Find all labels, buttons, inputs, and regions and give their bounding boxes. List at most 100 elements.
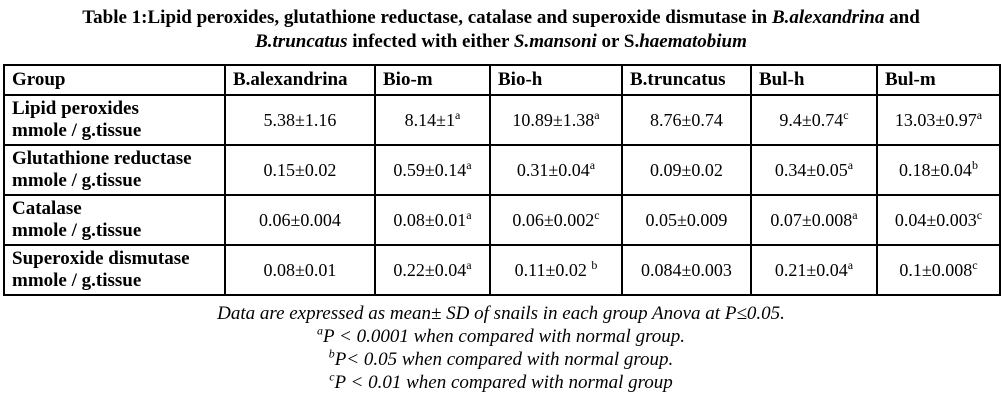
caption-text: infected with either: [347, 31, 514, 52]
mean-sd-value: 0.05±0.009: [645, 209, 728, 230]
row-label: Glutathione reductase mmole / g.tissue: [3, 144, 226, 196]
caption-species-italic: B.alexandrina: [771, 7, 885, 28]
footnote-anova: Data are expressed as mean± SD of snails…: [0, 302, 1002, 325]
column-header-bul-m: Bul-m: [876, 64, 1001, 96]
row-label-name: Lipid peroxides: [12, 98, 139, 119]
significance-superscript: a: [852, 207, 858, 222]
mean-sd-value: 0.08±0.01: [263, 259, 337, 280]
value-cell: 10.89±1.38a: [489, 94, 623, 146]
mean-sd-value: 0.06±0.004: [259, 209, 341, 230]
table-row-catalase: Catalase mmole / g.tissue 0.06±0.004 0.0…: [3, 194, 1001, 246]
value-cell: 0.18±0.04b: [876, 144, 1001, 196]
mean-sd-value: 0.34±0.05: [774, 159, 848, 180]
value-cell: 13.03±0.97a: [876, 94, 1001, 146]
value-cell: 0.59±0.14a: [374, 144, 491, 196]
value-cell: 8.76±0.74: [621, 94, 752, 146]
value-cell: 8.14±1a: [374, 94, 491, 146]
mean-sd-value: 0.18±0.04: [899, 159, 972, 180]
value-cell: 0.21±0.04a: [750, 244, 878, 296]
mean-sd-value: 8.14±1: [404, 109, 456, 130]
column-header-bio-m: Bio-m: [374, 64, 491, 96]
footnote-superscript-c: c: [329, 369, 335, 384]
footnote-text: P < 0.01 when compared with normal group: [334, 372, 673, 393]
value-cell: 0.22±0.04a: [374, 244, 491, 296]
mean-sd-value: 5.38±1.16: [263, 109, 337, 130]
header-row: Group B.alexandrina Bio-m Bio-h B.trunca…: [3, 64, 1001, 96]
mean-sd-value: 0.08±0.01: [393, 209, 467, 230]
row-label-name: Catalase: [12, 198, 82, 219]
mean-sd-value: 0.1±0.008: [899, 259, 973, 280]
table-footnotes: Data are expressed as mean± SD of snails…: [0, 302, 1002, 394]
value-cell: 0.08±0.01: [224, 244, 376, 296]
significance-superscript: a: [976, 107, 983, 122]
row-label-unit: mmole / g.tissue: [12, 170, 142, 191]
results-table: Group B.alexandrina Bio-m Bio-h B.trunca…: [3, 64, 1001, 296]
column-header-bio-h: Bio-h: [489, 64, 623, 96]
caption-text: Table 1:Lipid peroxides, glutathione red…: [82, 7, 772, 28]
column-header-bul-h: Bul-h: [750, 64, 878, 96]
mean-sd-value: 0.15±0.02: [263, 159, 337, 180]
significance-superscript: a: [589, 157, 596, 172]
value-cell: 5.38±1.16: [224, 94, 376, 146]
mean-sd-value: 0.07±0.008: [770, 209, 853, 230]
significance-superscript: a: [466, 157, 472, 172]
caption-species-italic: haematobium: [639, 31, 747, 52]
significance-superscript: c: [976, 207, 983, 222]
row-label-unit: mmole / g.tissue: [12, 120, 142, 141]
caption-text: or S.: [596, 31, 640, 52]
column-header-group: Group: [3, 64, 226, 96]
significance-superscript: c: [972, 257, 978, 272]
significance-superscript: b: [591, 257, 598, 272]
significance-superscript: b: [971, 157, 978, 172]
value-cell: 0.06±0.004: [224, 194, 376, 246]
value-cell: 0.08±0.01a: [374, 194, 491, 246]
value-cell: 0.04±0.003c: [876, 194, 1001, 246]
footnote-c: cP < 0.01 when compared with normal grou…: [0, 371, 1002, 394]
table-row-glutathione-reductase: Glutathione reductase mmole / g.tissue 0…: [3, 144, 1001, 196]
significance-superscript: a: [594, 107, 600, 122]
mean-sd-value: 0.04±0.003: [894, 209, 977, 230]
footnote-text: P < 0.0001 when compared with normal gro…: [322, 326, 686, 347]
row-label-unit: mmole / g.tissue: [12, 220, 142, 241]
mean-sd-value: 0.21±0.04: [774, 259, 848, 280]
table-caption-line2: B.truncatus infected with either S.manso…: [0, 30, 1002, 54]
significance-superscript: a: [455, 107, 461, 122]
footnote-text: P< 0.05 when compared with normal group.: [334, 349, 674, 370]
row-label: Lipid peroxides mmole / g.tissue: [3, 94, 226, 146]
mean-sd-value: 9.4±0.74: [779, 109, 844, 130]
row-label-unit: mmole / g.tissue: [12, 270, 142, 291]
table-row-superoxide-dismutase: Superoxide dismutase mmole / g.tissue 0.…: [3, 244, 1001, 296]
mean-sd-value: 13.03±0.97: [894, 109, 977, 130]
value-cell: 0.1±0.008c: [876, 244, 1001, 296]
footnote-text: Data are expressed as mean± SD of snails…: [217, 303, 785, 324]
value-cell: 0.15±0.02: [224, 144, 376, 196]
mean-sd-value: 0.084±0.003: [641, 259, 732, 280]
value-cell: 0.31±0.04a: [489, 144, 623, 196]
value-cell: 0.34±0.05a: [750, 144, 878, 196]
footnote-a: aP < 0.0001 when compared with normal gr…: [0, 325, 1002, 348]
value-cell: 0.11±0.02 b: [489, 244, 623, 296]
significance-superscript: c: [843, 107, 849, 122]
row-label: Catalase mmole / g.tissue: [3, 194, 226, 246]
footnote-b: bP< 0.05 when compared with normal group…: [0, 348, 1002, 371]
footnote-superscript-a: a: [316, 323, 323, 338]
table-caption: Table 1:Lipid peroxides, glutathione red…: [0, 0, 1002, 54]
significance-superscript: c: [594, 207, 600, 222]
value-cell: 0.07±0.008a: [750, 194, 878, 246]
significance-superscript: a: [847, 157, 854, 172]
table-caption-line1: Table 1:Lipid peroxides, glutathione red…: [0, 6, 1002, 30]
value-cell: 0.09±0.02: [621, 144, 752, 196]
row-label-name: Glutathione reductase: [12, 148, 192, 169]
mean-sd-value: 0.09±0.02: [650, 159, 723, 180]
mean-sd-value: 0.59±0.14: [393, 159, 467, 180]
caption-species-italic: B.truncatus: [255, 31, 348, 52]
mean-sd-value: 0.22±0.04: [393, 259, 467, 280]
column-header-b-alexandrina: B.alexandrina: [224, 64, 376, 96]
caption-text: and: [884, 7, 920, 28]
mean-sd-value: 10.89±1.38: [512, 109, 595, 130]
row-label-name: Superoxide dismutase: [12, 248, 190, 269]
significance-superscript: a: [466, 207, 472, 222]
mean-sd-value: 8.76±0.74: [650, 109, 723, 130]
column-header-b-truncatus: B.truncatus: [621, 64, 752, 96]
